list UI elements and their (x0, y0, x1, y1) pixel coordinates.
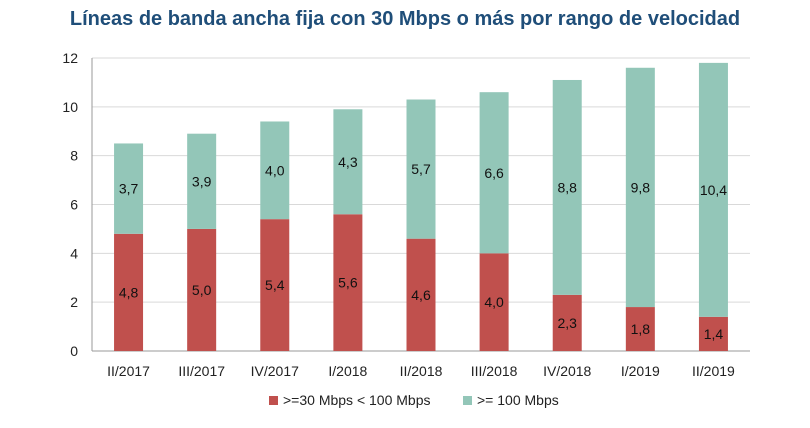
data-label: 1,8 (631, 321, 651, 337)
bar-segment (406, 238, 436, 351)
bar-segment (552, 294, 582, 351)
legend-label: >=30 Mbps < 100 Mbps (283, 392, 431, 408)
x-tick-label: IV/2018 (543, 363, 591, 379)
legend-swatch (269, 396, 278, 405)
data-label: 10,4 (700, 182, 727, 198)
legend-swatch (463, 396, 472, 405)
data-label: 5,4 (265, 277, 285, 293)
y-tick-label: 12 (62, 50, 78, 66)
data-label: 5,6 (338, 275, 358, 291)
bar-segment (187, 133, 217, 229)
bar-segment (333, 214, 363, 351)
data-label: 4,8 (119, 284, 139, 300)
bar-segment (479, 92, 509, 254)
bar-segment (114, 143, 144, 234)
bar-segment (479, 253, 509, 351)
data-label: 4,0 (484, 294, 504, 310)
data-label: 4,3 (338, 154, 358, 170)
bar-segment (552, 79, 582, 295)
bar-segment (406, 99, 436, 239)
data-label: 3,9 (192, 173, 212, 189)
bar-segment (260, 219, 290, 351)
x-tick-label: II/2019 (692, 363, 735, 379)
y-tick-label: 0 (70, 343, 78, 359)
x-tick-label: I/2019 (621, 363, 660, 379)
x-tick-label: II/2017 (107, 363, 150, 379)
data-label: 8,8 (557, 179, 577, 195)
x-tick-label: IV/2017 (251, 363, 299, 379)
x-tick-label: III/2018 (471, 363, 518, 379)
data-label: 3,7 (119, 181, 139, 197)
data-label: 4,6 (411, 287, 431, 303)
bar-segment (333, 109, 363, 215)
bar-segment (114, 233, 144, 351)
data-label: 4,0 (265, 162, 285, 178)
x-tick-label: I/2018 (328, 363, 367, 379)
bar-segment (625, 67, 655, 308)
y-tick-label: 4 (70, 245, 78, 261)
data-label: 9,8 (631, 179, 651, 195)
bar-segment (698, 316, 728, 351)
x-tick-label: II/2018 (400, 363, 443, 379)
data-label: 6,6 (484, 165, 504, 181)
bar-segment (260, 121, 290, 220)
bar-segment (187, 228, 217, 351)
chart-title: Líneas de banda ancha fija con 30 Mbps o… (69, 8, 741, 30)
data-label: 5,7 (411, 161, 431, 177)
y-tick-label: 2 (70, 294, 78, 310)
y-tick-label: 10 (62, 99, 78, 115)
data-label: 1,4 (704, 326, 724, 342)
bar-segment (625, 307, 655, 351)
bar-segment (698, 62, 728, 317)
y-tick-label: 6 (70, 197, 78, 213)
data-label: 5,0 (192, 282, 212, 298)
legend-label: >= 100 Mbps (477, 392, 559, 408)
data-label: 2,3 (557, 315, 577, 331)
x-tick-label: III/2017 (178, 363, 225, 379)
y-tick-label: 8 (70, 148, 78, 164)
